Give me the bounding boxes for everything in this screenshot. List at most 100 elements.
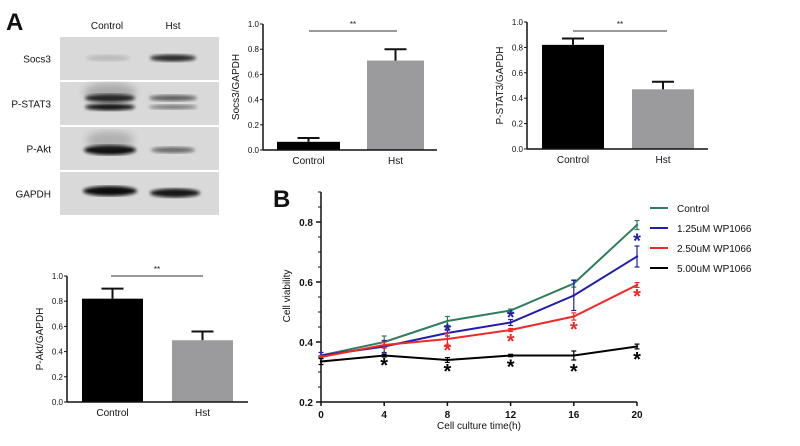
- charts: Control Hst 0.0 0.2 0.4 0.6 0.8 1.0 Socs3/GAPDH *…: [35, 18, 752, 432]
- blot-band: [151, 147, 195, 153]
- x-tick-label: 4: [381, 410, 387, 421]
- blot-row-label: P-STAT3: [11, 100, 51, 111]
- blot-row-label: P-Akt: [27, 145, 52, 156]
- y-tick-label: 0.4: [52, 348, 64, 357]
- y-axis-label: P-STAT3/GAPDH: [495, 47, 506, 125]
- bar-hst: [172, 340, 233, 402]
- bar-hst: [632, 89, 694, 149]
- blot-strip: [60, 127, 219, 170]
- y-tick-label: 0.0: [52, 398, 64, 407]
- y-tick-label: 0.4: [299, 338, 313, 349]
- y-tick-label: 0.8: [52, 297, 64, 306]
- legend-label: 1.25uM WP1066: [677, 224, 752, 235]
- x-tick-label: 0: [318, 410, 324, 421]
- significance-star: *: [444, 361, 452, 383]
- y-axis-label: Socs3/GAPDH: [231, 54, 242, 120]
- series-line: [320, 224, 638, 357]
- x-tick-label: Hst: [388, 156, 403, 167]
- bar-hst: [367, 60, 424, 150]
- panel-a-label: A: [6, 9, 23, 36]
- y-tick-label: 0.2: [248, 121, 260, 130]
- x-tick-label: Hst: [656, 155, 671, 166]
- lane-label: Hst: [166, 21, 181, 32]
- line-chart-viability: 0.2 0.4 0.6 0.8 0 4 8 12 16 20 Cell culture time(h…: [282, 191, 752, 432]
- blot-band: [150, 188, 200, 198]
- x-tick-label: Control: [292, 156, 324, 167]
- blot-smear: [84, 83, 136, 101]
- significance-star: *: [507, 307, 515, 329]
- y-tick-label: 1.0: [248, 20, 260, 29]
- x-tick-label: 16: [568, 410, 580, 421]
- y-tick-label: 0.4: [248, 96, 260, 105]
- significance-label: **: [350, 20, 356, 29]
- y-tick-label: 0.4: [512, 94, 524, 103]
- lane-label: Control: [91, 21, 123, 32]
- legend-label: 5.00uM WP1066: [677, 264, 752, 275]
- bar-control: [82, 298, 143, 402]
- significance-star: *: [444, 321, 452, 343]
- x-tick-label: Control: [96, 408, 128, 419]
- bar-control: [277, 141, 340, 150]
- blot-row-label: Socs3: [23, 55, 51, 66]
- x-tick-label: Control: [557, 155, 589, 166]
- y-axis-label: P-Akt/GAPDH: [35, 308, 46, 371]
- blot-band: [86, 55, 130, 61]
- significance-star: *: [570, 361, 578, 383]
- y-tick-label: 0.8: [248, 45, 260, 54]
- y-tick-label: 0.0: [512, 145, 524, 154]
- bar-chart-socs3: Control Hst 0.0 0.2 0.4 0.6 0.8 1.0 Socs3/GAPDH *…: [231, 20, 437, 167]
- x-tick-label: 20: [631, 410, 643, 421]
- western-blot: Control Hst Socs3 P-STAT3 P-Akt GAPDH: [11, 21, 219, 215]
- series-3: * ***: [318, 282, 641, 362]
- significance-star: *: [444, 340, 452, 362]
- y-tick-label: 1.0: [52, 272, 64, 281]
- significance-star: *: [633, 349, 641, 371]
- y-tick-label: 1.0: [512, 18, 524, 27]
- series-1: [318, 219, 640, 360]
- significance-star: *: [633, 231, 641, 253]
- blot-band: [83, 186, 137, 196]
- blot-smear: [86, 131, 134, 149]
- legend-label: Control: [677, 204, 709, 215]
- x-axis-label: Cell culture time(h): [437, 421, 521, 432]
- panel-b-label: B: [273, 186, 290, 213]
- bar-control: [542, 44, 604, 149]
- series-line: [320, 255, 638, 357]
- significance-label: **: [154, 265, 160, 274]
- significance-star: *: [570, 319, 578, 341]
- series-line: [320, 284, 638, 358]
- bar-chart-pakt: Control Hst 0.0 0.2 0.4 0.6 0.8 1.0 P-Akt/GAPDH *…: [35, 265, 248, 419]
- x-tick-label: 8: [445, 410, 451, 421]
- significance-star: *: [633, 286, 641, 308]
- blot-band: [149, 104, 197, 110]
- x-tick-label: 12: [505, 410, 517, 421]
- blot-band: [149, 95, 197, 101]
- x-tick-label: Hst: [195, 408, 210, 419]
- series-2: ***: [318, 231, 641, 360]
- series-4: * * * **: [318, 343, 641, 383]
- y-tick-label: 0.0: [248, 146, 260, 155]
- y-tick-label: 0.2: [512, 120, 524, 129]
- significance-star: *: [507, 357, 515, 379]
- significance-star: *: [507, 331, 515, 353]
- blot-band: [85, 103, 135, 111]
- y-tick-label: 0.6: [512, 69, 524, 78]
- y-tick-label: 0.2: [299, 398, 313, 409]
- bar-chart-pstat3: Control Hst 0.0 0.2 0.4 0.6 0.8 1.0 P-STAT3/GAPD…: [495, 18, 708, 166]
- legend-label: 2.50uM WP1066: [677, 244, 752, 255]
- blot-band: [150, 54, 196, 62]
- blot-strip: [60, 82, 219, 125]
- significance-label: **: [617, 20, 623, 29]
- y-axis-label: Cell viability: [282, 270, 293, 323]
- series-line: [320, 345, 638, 363]
- y-tick-label: 0.8: [512, 43, 524, 52]
- y-tick-label: 0.6: [248, 70, 260, 79]
- y-tick-label: 0.8: [299, 218, 313, 229]
- y-tick-label: 0.6: [299, 278, 313, 289]
- significance-star: *: [380, 355, 388, 377]
- y-tick-label: 0.2: [52, 373, 64, 382]
- blot-row-label: GAPDH: [15, 190, 51, 201]
- y-tick-label: 0.6: [52, 322, 64, 331]
